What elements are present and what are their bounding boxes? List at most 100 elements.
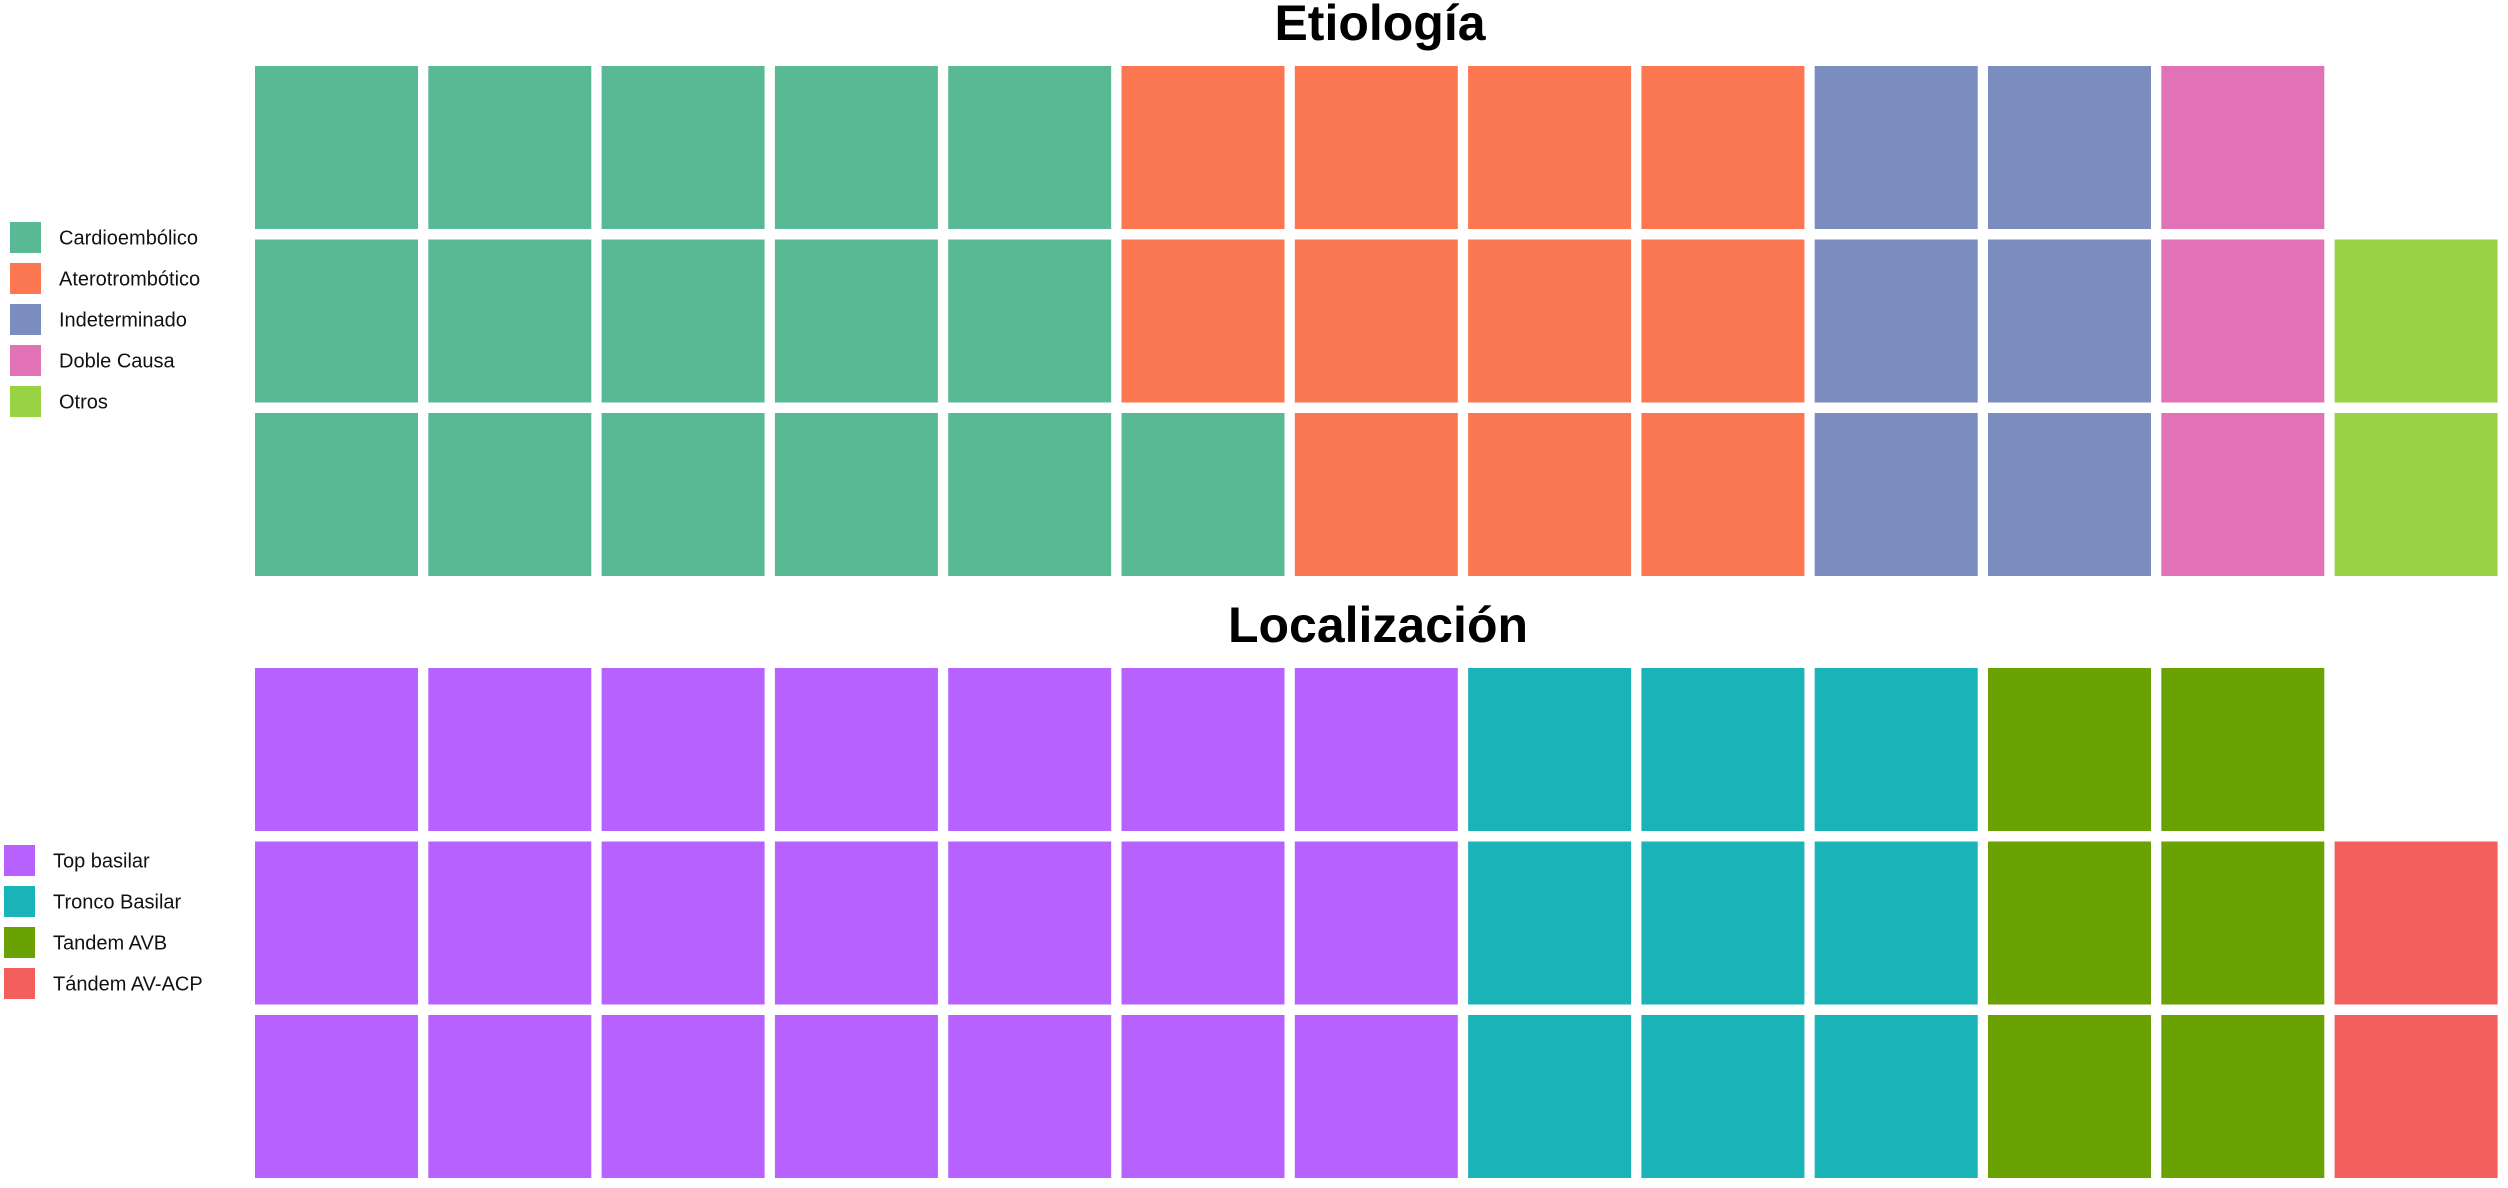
- waffle-tile: [2161, 66, 2325, 229]
- legend-label: Doble Causa: [59, 351, 176, 373]
- waffle-tile: [774, 841, 938, 1005]
- legend-swatch: [4, 968, 35, 999]
- waffle-tile: [1641, 1015, 1805, 1178]
- waffle-tile: [428, 668, 592, 831]
- waffle-tile: [1988, 841, 2151, 1005]
- waffle-tile: [1294, 1015, 1458, 1178]
- waffle-tile: [2161, 413, 2325, 576]
- legend-swatch: [4, 845, 35, 876]
- waffle-tile: [1294, 66, 1458, 229]
- waffle-tile: [948, 841, 1112, 1005]
- waffle-tile: [1294, 841, 1458, 1005]
- legend-label: Tronco Basilar: [53, 892, 182, 914]
- waffle-tile: [948, 668, 1112, 831]
- legend-swatch: [10, 263, 41, 294]
- waffle-tile: [774, 239, 938, 403]
- localizacion-panel: Localización Top basilar Tronco Basilar Ta…: [4, 597, 2498, 1178]
- waffle-tile: [948, 66, 1112, 229]
- waffle-tiles: [255, 66, 2498, 576]
- waffle-tile: [428, 1015, 592, 1178]
- waffle-tile: [948, 1015, 1112, 1178]
- waffle-tile: [255, 841, 418, 1005]
- waffle-tile: [1294, 668, 1458, 831]
- legend-label: Top basilar: [53, 851, 150, 873]
- waffle-tile: [2334, 841, 2498, 1005]
- waffle-tile: [255, 1015, 418, 1178]
- legend-swatch: [10, 304, 41, 335]
- waffle-tile: [428, 239, 592, 403]
- waffle-tile: [601, 413, 765, 576]
- waffle-tile: [1988, 66, 2151, 229]
- waffle-tile: [1468, 841, 1632, 1005]
- waffle-tile: [2161, 668, 2325, 831]
- waffle-tile: [1468, 239, 1632, 403]
- legend-swatch: [10, 345, 41, 376]
- legend-swatch: [4, 886, 35, 917]
- legend-label: Otros: [59, 392, 108, 414]
- legend-label: Cardioembólico: [59, 228, 198, 250]
- waffle-tile: [255, 668, 418, 831]
- waffle-tile: [1988, 413, 2151, 576]
- waffle-tile: [948, 413, 1112, 576]
- waffle-tile: [1814, 668, 1978, 831]
- waffle-tile: [2161, 1015, 2325, 1178]
- legend-label: Tándem AV-ACP: [53, 974, 203, 996]
- etiologia-panel: Etiología Cardioembólico Aterotrombótico I…: [10, 0, 2498, 576]
- waffle-tile: [1988, 239, 2151, 403]
- waffle-tiles: [255, 668, 2498, 1178]
- legend-label: Aterotrombótico: [59, 269, 200, 291]
- waffle-tile: [1121, 413, 1285, 576]
- waffle-tile: [1988, 668, 2151, 831]
- waffle-tile: [1641, 66, 1805, 229]
- waffle-tile: [255, 413, 418, 576]
- waffle-tile: [255, 66, 418, 229]
- waffle-tile: [2334, 239, 2498, 403]
- waffle-tile: [2161, 841, 2325, 1005]
- waffle-tile: [1468, 1015, 1632, 1178]
- waffle-tile: [2334, 1015, 2498, 1178]
- waffle-tile: [1468, 413, 1632, 576]
- waffle-tile: [1121, 841, 1285, 1005]
- waffle-tile: [601, 841, 765, 1005]
- waffle-tile: [1641, 239, 1805, 403]
- legend: Cardioembólico Aterotrombótico Indetermina…: [10, 222, 200, 417]
- waffle-tile: [2161, 239, 2325, 403]
- legend-swatch: [4, 927, 35, 958]
- waffle-tile: [774, 413, 938, 576]
- waffle-tile: [1814, 841, 1978, 1005]
- chart-title: Localización: [1228, 597, 1528, 653]
- waffle-tile: [1121, 1015, 1285, 1178]
- waffle-tile: [1814, 413, 1978, 576]
- waffle-tile: [1988, 1015, 2151, 1178]
- waffle-tile: [1641, 841, 1805, 1005]
- waffle-tile: [1468, 66, 1632, 229]
- waffle-tile: [1121, 668, 1285, 831]
- waffle-tile: [428, 841, 592, 1005]
- legend-label: Indeterminado: [59, 310, 187, 332]
- waffle-tile: [601, 668, 765, 831]
- waffle-tile: [1814, 66, 1978, 229]
- waffle-tile: [1814, 239, 1978, 403]
- legend-label: Tandem AVB: [53, 933, 167, 955]
- legend: Top basilar Tronco Basilar Tandem AVB Tánde…: [4, 845, 203, 999]
- waffle-tile: [428, 413, 592, 576]
- waffle-tile: [1641, 668, 1805, 831]
- waffle-tile: [774, 1015, 938, 1178]
- waffle-tile: [428, 66, 592, 229]
- waffle-tile: [774, 66, 938, 229]
- waffle-tile: [2334, 413, 2498, 576]
- waffle-tile: [1121, 66, 1285, 229]
- waffle-tile: [601, 239, 765, 403]
- waffle-tile: [1814, 1015, 1978, 1178]
- waffle-tile: [1294, 413, 1458, 576]
- waffle-tile: [1641, 413, 1805, 576]
- waffle-tile: [774, 668, 938, 831]
- waffle-tile: [255, 239, 418, 403]
- legend-swatch: [10, 222, 41, 253]
- waffle-tile: [1294, 239, 1458, 403]
- waffle-tile: [601, 66, 765, 229]
- waffle-tile: [1121, 239, 1285, 403]
- waffle-tile: [601, 1015, 765, 1178]
- legend-swatch: [10, 386, 41, 417]
